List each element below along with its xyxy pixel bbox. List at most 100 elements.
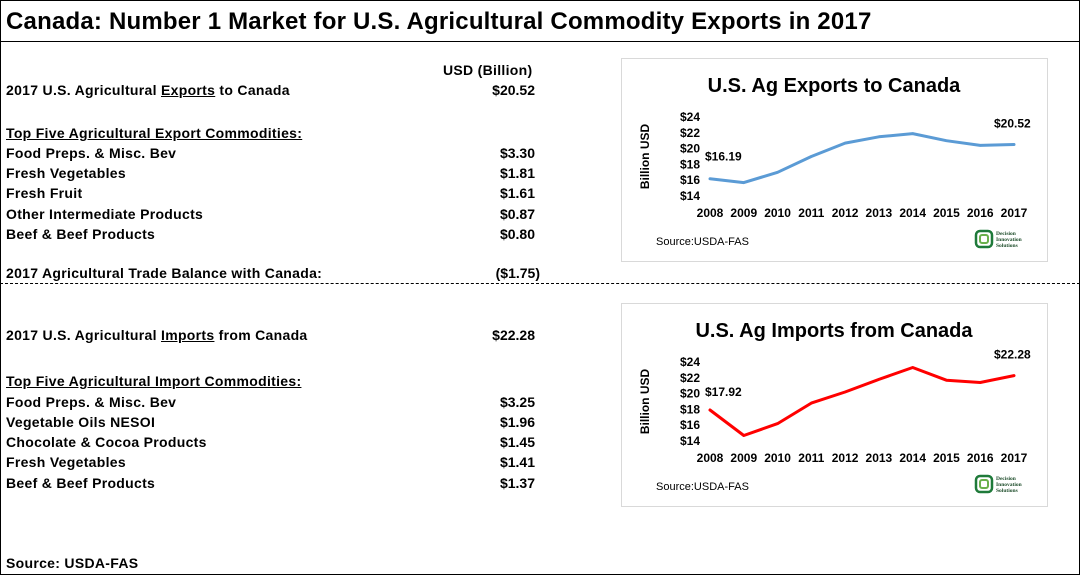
export-item-value: $1.81	[499, 165, 535, 181]
data-point	[708, 177, 712, 180]
x-tick-label: 2009	[730, 206, 757, 220]
x-tick-label: 2013	[866, 451, 893, 465]
data-point	[810, 155, 813, 158]
y-tick-label: $22	[680, 126, 700, 140]
import-item-value: $1.37	[499, 475, 535, 491]
import-item-value: $3.25	[499, 394, 535, 410]
exports-chart-box: U.S. Ag Exports to Canada Billion USD $14 $…	[621, 58, 1048, 262]
data-point	[877, 135, 881, 138]
trade-balance-label: 2017 Agricultural Trade Balance with Can…	[6, 265, 323, 281]
series-line	[708, 366, 1016, 437]
usd-header: USD (Billion)	[443, 62, 533, 78]
exports-total-label: 2017 U.S. Agricultural Exports to Canada	[6, 82, 290, 98]
x-tick-label: 2017	[1001, 451, 1028, 465]
import-item-name: Fresh Vegetables	[6, 454, 126, 470]
y-tick-label: $20	[680, 387, 700, 401]
exports-line-chart: U.S. Ag Exports to Canada Billion USD $14 $…	[638, 75, 1031, 249]
data-point	[843, 141, 847, 145]
data-point	[911, 132, 914, 135]
x-tick-label: 2015	[933, 451, 960, 465]
import-item-value: $1.96	[499, 414, 535, 430]
data-point	[776, 422, 779, 425]
y-axis-label: Billion USD	[638, 124, 652, 190]
logo-text: Innovation	[996, 237, 1022, 243]
y-tick-label: $18	[680, 402, 700, 416]
imports-total-value: $22.28	[492, 327, 535, 343]
data-point	[742, 181, 745, 184]
x-tick-label: 2015	[933, 206, 960, 220]
logo-text: Solutions	[996, 243, 1018, 249]
x-tick-label: 2008	[697, 206, 724, 220]
data-point	[911, 366, 914, 369]
x-tick-label: 2013	[866, 206, 893, 220]
data-point	[1012, 143, 1016, 146]
import-item-name: Beef & Beef Products	[6, 475, 156, 491]
data-point	[776, 171, 779, 174]
logo-text: Decision	[996, 476, 1016, 482]
y-tick-label: $24	[680, 110, 700, 124]
y-tick-label: $16	[680, 173, 700, 187]
data-point	[742, 434, 745, 437]
chart-source: Source:USDA-FAS	[656, 236, 749, 248]
imports-top-heading: Top Five Agricultural Import Commodities…	[6, 373, 302, 389]
export-item-name: Beef & Beef Products	[6, 226, 156, 242]
y-tick-label: $16	[680, 418, 700, 432]
footer-source: Source: USDA-FAS	[6, 555, 139, 571]
import-item-name: Chocolate & Cocoa Products	[6, 434, 207, 450]
data-point	[945, 139, 948, 142]
chart-title: U.S. Ag Imports from Canada	[695, 320, 973, 342]
x-tick-label: 2010	[764, 206, 791, 220]
y-tick-label: $14	[680, 434, 700, 448]
x-tick-label: 2014	[899, 451, 926, 465]
x-tick-label: 2014	[899, 206, 926, 220]
imports-chart-box: U.S. Ag Imports from Canada Billion USD $1…	[621, 303, 1048, 507]
x-tick-label: 2009	[730, 451, 757, 465]
export-item-value: $0.87	[499, 206, 535, 222]
imports-line-chart: U.S. Ag Imports from Canada Billion USD $1…	[638, 320, 1031, 494]
export-item-value: $1.61	[499, 185, 535, 201]
last-value-label: $20.52	[994, 116, 1031, 130]
first-value-label: $17.92	[705, 385, 742, 399]
x-tick-label: 2012	[832, 206, 859, 220]
y-tick-label: $22	[680, 371, 700, 385]
chart-source: Source:USDA-FAS	[656, 481, 749, 493]
y-tick-label: $24	[680, 355, 700, 369]
data-point	[877, 378, 881, 381]
y-tick-label: $14	[680, 189, 700, 203]
import-item-name: Food Preps. & Misc. Bev	[6, 394, 177, 410]
export-item-value: $0.80	[499, 226, 535, 242]
last-value-label: $22.28	[994, 348, 1031, 362]
imports-total-label: 2017 U.S. Agricultural Imports from Cana…	[6, 327, 308, 343]
section-divider	[0, 283, 1080, 284]
export-item-name: Other Intermediate Products	[6, 206, 204, 222]
data-point	[843, 390, 847, 394]
chart-title: U.S. Ag Exports to Canada	[708, 75, 962, 97]
data-point	[1012, 374, 1016, 377]
series-line	[708, 132, 1016, 185]
data-point	[810, 401, 813, 405]
export-item-value: $3.30	[499, 145, 535, 161]
exports-top-heading: Top Five Agricultural Export Commodities…	[6, 125, 303, 141]
x-tick-label: 2010	[764, 451, 791, 465]
logo-text: Decision	[996, 231, 1016, 237]
x-tick-label: 2008	[697, 451, 724, 465]
import-item-name: Vegetable Oils NESOI	[6, 414, 156, 430]
export-item-name: Food Preps. & Misc. Bev	[6, 145, 177, 161]
page-title: Canada: Number 1 Market for U.S. Agricul…	[6, 8, 872, 35]
export-item-name: Fresh Vegetables	[6, 165, 126, 181]
export-item-name: Fresh Fruit	[6, 185, 83, 201]
exports-total-value: $20.52	[492, 82, 535, 98]
first-value-label: $16.19	[705, 150, 742, 164]
logo-text: Solutions	[996, 488, 1018, 494]
x-tick-label: 2016	[967, 206, 994, 220]
x-tick-label: 2011	[798, 451, 824, 465]
x-tick-label: 2012	[832, 451, 859, 465]
x-tick-label: 2016	[967, 451, 994, 465]
y-tick-label: $20	[680, 142, 700, 156]
trade-balance-value: ($1.75)	[495, 265, 540, 281]
import-item-value: $1.45	[499, 434, 535, 450]
import-item-value: $1.41	[499, 454, 535, 470]
logo-text: Innovation	[996, 482, 1022, 488]
